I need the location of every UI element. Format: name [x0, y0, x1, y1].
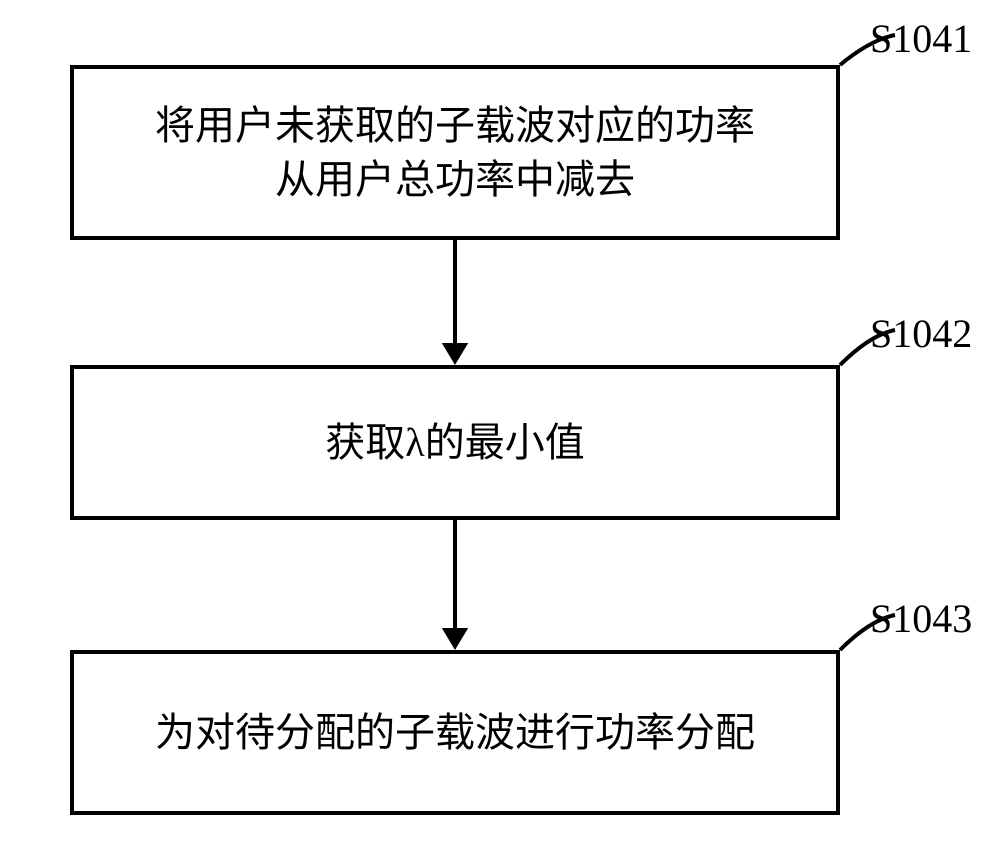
callout-s1043	[835, 610, 900, 655]
flow-step-s1042: 获取λ的最小值	[70, 365, 840, 520]
flow-step-text: 为对待分配的子载波进行功率分配	[155, 706, 755, 760]
flow-step-s1041: 将用户未获取的子载波对应的功率从用户总功率中减去	[70, 65, 840, 240]
arrow-s1042-s1043	[433, 518, 477, 652]
flow-step-text: 获取λ的最小值	[325, 416, 584, 470]
flowchart-canvas: 将用户未获取的子载波对应的功率从用户总功率中减去S1041获取λ的最小值S104…	[0, 0, 1000, 861]
callout-s1042	[835, 325, 900, 370]
arrow-s1041-s1042	[433, 238, 477, 367]
flow-step-s1043: 为对待分配的子载波进行功率分配	[70, 650, 840, 815]
flow-step-text: 将用户未获取的子载波对应的功率从用户总功率中减去	[155, 99, 755, 207]
callout-s1041	[835, 30, 900, 70]
